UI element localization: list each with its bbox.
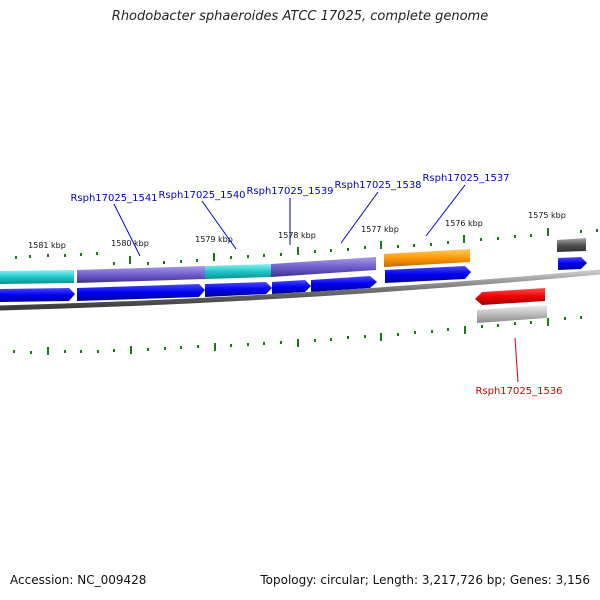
cds-arrow-1540[interactable]	[205, 282, 272, 297]
gene-label-1537[interactable]: Rsph17025_1537	[422, 173, 509, 184]
tick-label-1575: 1575 kbp	[528, 211, 566, 220]
forward-cds-track	[0, 257, 587, 302]
dark-grey-feature-bar[interactable]	[557, 238, 586, 252]
feature-track	[0, 238, 586, 284]
genome-backbone	[0, 269, 600, 311]
cds-arrow-1537[interactable]	[385, 266, 471, 283]
upper-minor-ticks	[15, 229, 598, 265]
cds-arrow-1538[interactable]	[311, 276, 377, 292]
gene-label-1536[interactable]: Rsph17025_1536	[475, 386, 562, 397]
gene-label-1539[interactable]: Rsph17025_1539	[246, 186, 333, 197]
gene-label-1538[interactable]: Rsph17025_1538	[334, 180, 421, 191]
cds-arrow-right-edge[interactable]	[558, 257, 587, 270]
cds-arrow-1539[interactable]	[272, 280, 311, 294]
grey-feature-bar-reverse[interactable]	[477, 305, 547, 323]
leader-1536	[514, 337, 519, 383]
gene-label-1541[interactable]: Rsph17025_1541	[70, 193, 157, 204]
gene-label-1540[interactable]: Rsph17025_1540	[158, 190, 245, 201]
purple-feature-bar[interactable]	[77, 266, 205, 283]
leader-1537	[425, 184, 466, 237]
upper-major-ticks	[129, 228, 549, 264]
cds-arrow-1541-part[interactable]	[0, 288, 75, 302]
tick-label-1578: 1578 kbp	[278, 231, 316, 240]
cyan-feature-bar-2[interactable]	[205, 264, 271, 279]
tick-label-1576: 1576 kbp	[445, 219, 483, 228]
cyan-feature-bar[interactable]	[0, 270, 74, 284]
genome-summary-text: Topology: circular; Length: 3,217,726 bp…	[260, 573, 590, 587]
reverse-cds-track	[475, 288, 547, 323]
map-title: Rhodobacter sphaeroides ATCC 17025, comp…	[111, 9, 489, 24]
accession-text: Accession: NC_009428	[10, 573, 147, 587]
lower-tick-row	[13, 316, 582, 355]
orange-feature-bar[interactable]	[384, 249, 470, 267]
upper-tick-row: 1581 kbp 1580 kbp 1579 kbp 1578 kbp 1577…	[15, 211, 598, 265]
tick-label-1580: 1580 kbp	[111, 239, 149, 248]
purple-feature-bar-2[interactable]	[271, 257, 376, 277]
tick-label-1579: 1579 kbp	[195, 235, 233, 244]
leader-1541	[113, 203, 141, 257]
cds-arrow-1541[interactable]	[77, 284, 205, 301]
leader-1538	[340, 191, 379, 244]
cds-arrow-1536[interactable]	[475, 288, 545, 305]
leader-1540	[201, 200, 237, 250]
gene-label-leaders	[113, 184, 519, 383]
tick-label-1577: 1577 kbp	[361, 225, 399, 234]
tick-label-1581: 1581 kbp	[28, 241, 66, 250]
